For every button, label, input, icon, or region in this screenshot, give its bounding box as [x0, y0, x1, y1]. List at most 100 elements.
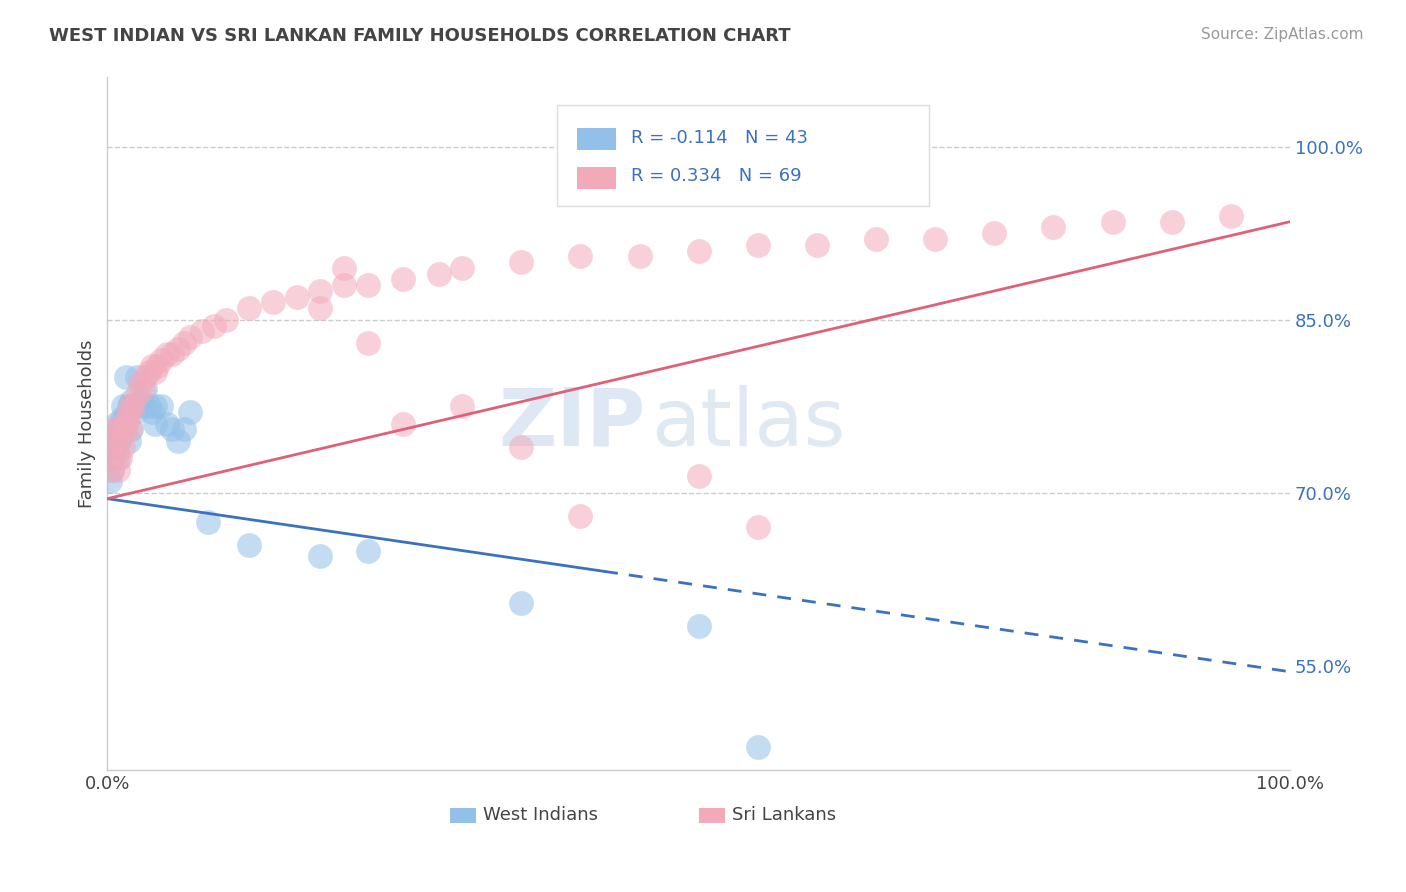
Text: atlas: atlas: [651, 384, 846, 463]
Point: [122, 400, 145, 414]
Point: [162, 347, 184, 361]
Point: [120, 393, 142, 408]
Point: [569, 508, 592, 523]
Point: [100, 451, 122, 466]
Point: [134, 370, 156, 384]
Point: [167, 434, 190, 448]
Point: [392, 417, 415, 431]
Point: [569, 249, 592, 263]
Point: [214, 312, 236, 326]
FancyBboxPatch shape: [576, 128, 616, 150]
Point: [110, 422, 132, 436]
Point: [138, 400, 160, 414]
Point: [309, 284, 332, 298]
Point: [197, 515, 219, 529]
Point: [143, 365, 166, 379]
Point: [149, 353, 172, 368]
Point: [120, 422, 142, 436]
Point: [143, 417, 166, 431]
Point: [1042, 220, 1064, 235]
Point: [104, 428, 127, 442]
Point: [162, 422, 184, 436]
Point: [108, 434, 131, 448]
Point: [628, 249, 651, 263]
Point: [110, 451, 132, 466]
Point: [143, 400, 166, 414]
Point: [806, 855, 828, 870]
Point: [101, 463, 124, 477]
Point: [179, 405, 201, 419]
Point: [107, 463, 129, 477]
Point: [132, 382, 155, 396]
Point: [103, 434, 125, 448]
Point: [129, 393, 152, 408]
Point: [191, 324, 214, 338]
Point: [356, 335, 378, 350]
Point: [125, 370, 148, 384]
Point: [114, 422, 136, 436]
Point: [356, 543, 378, 558]
Y-axis label: Family Households: Family Households: [79, 339, 96, 508]
Point: [103, 422, 125, 436]
Point: [688, 618, 710, 632]
Point: [118, 422, 141, 436]
Point: [167, 342, 190, 356]
Point: [114, 410, 136, 425]
Point: [115, 417, 138, 431]
Point: [202, 318, 225, 333]
Point: [179, 330, 201, 344]
Text: ZIP: ZIP: [498, 384, 645, 463]
Point: [983, 226, 1005, 240]
Point: [118, 405, 141, 419]
Point: [173, 335, 195, 350]
Point: [105, 422, 128, 436]
Point: [141, 359, 163, 373]
Point: [1219, 209, 1241, 223]
Point: [451, 400, 474, 414]
Point: [104, 422, 127, 436]
FancyBboxPatch shape: [699, 808, 724, 823]
Point: [120, 400, 142, 414]
Point: [134, 382, 156, 396]
Point: [125, 388, 148, 402]
Point: [105, 445, 128, 459]
FancyBboxPatch shape: [557, 105, 929, 205]
Point: [107, 451, 129, 466]
Text: West Indians: West Indians: [484, 805, 599, 824]
Point: [688, 468, 710, 483]
Point: [103, 434, 125, 448]
Point: [333, 260, 356, 275]
Point: [155, 417, 177, 431]
Point: [122, 400, 145, 414]
Point: [146, 359, 169, 373]
Point: [688, 117, 710, 131]
Point: [101, 463, 124, 477]
Point: [100, 451, 122, 466]
Point: [104, 417, 127, 431]
Point: [118, 434, 141, 448]
Point: [111, 400, 134, 414]
Point: [111, 440, 134, 454]
Point: [238, 301, 260, 316]
Point: [108, 422, 131, 436]
Point: [309, 549, 332, 564]
Point: [451, 260, 474, 275]
Point: [115, 370, 138, 384]
Text: Sri Lankans: Sri Lankans: [731, 805, 837, 824]
Text: R = -0.114   N = 43: R = -0.114 N = 43: [631, 128, 808, 146]
Point: [141, 405, 163, 419]
Point: [806, 237, 828, 252]
Text: R = 0.334   N = 69: R = 0.334 N = 69: [631, 168, 801, 186]
Point: [356, 278, 378, 293]
Point: [510, 595, 533, 609]
Point: [333, 278, 356, 293]
Point: [865, 232, 887, 246]
FancyBboxPatch shape: [450, 808, 477, 823]
Text: WEST INDIAN VS SRI LANKAN FAMILY HOUSEHOLDS CORRELATION CHART: WEST INDIAN VS SRI LANKAN FAMILY HOUSEHO…: [49, 27, 790, 45]
Point: [688, 244, 710, 258]
Point: [138, 365, 160, 379]
Point: [129, 376, 152, 391]
Point: [747, 237, 769, 252]
Point: [262, 295, 284, 310]
Point: [118, 400, 141, 414]
